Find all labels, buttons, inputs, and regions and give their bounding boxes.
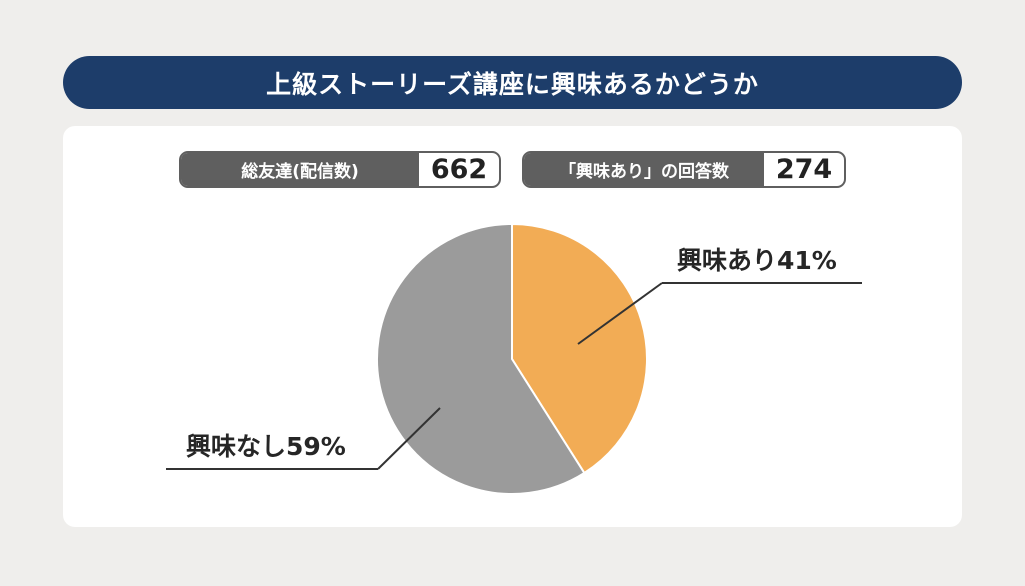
slice-label-not-interested: 興味なし59% <box>186 432 346 461</box>
total-friends-label: 総友達(配信数) <box>181 153 419 186</box>
total-friends-value: 662 <box>430 154 488 185</box>
slice-label-interested: 興味あり41% <box>677 246 837 275</box>
leader-pointer-interested <box>577 282 663 345</box>
total-friends-stat: 総友達(配信数) 662 <box>179 151 501 188</box>
pie-slice-not-interested <box>376 222 586 495</box>
chart-title: 上級ストーリーズ講座に興味あるかどうか <box>63 56 962 109</box>
leader-pointer-not-interested <box>377 407 441 470</box>
interest-count-value: 274 <box>775 154 833 185</box>
interest-count-label: 「興味あり」の回答数 <box>524 153 764 186</box>
interest-count-stat: 「興味あり」の回答数 274 <box>522 151 846 188</box>
